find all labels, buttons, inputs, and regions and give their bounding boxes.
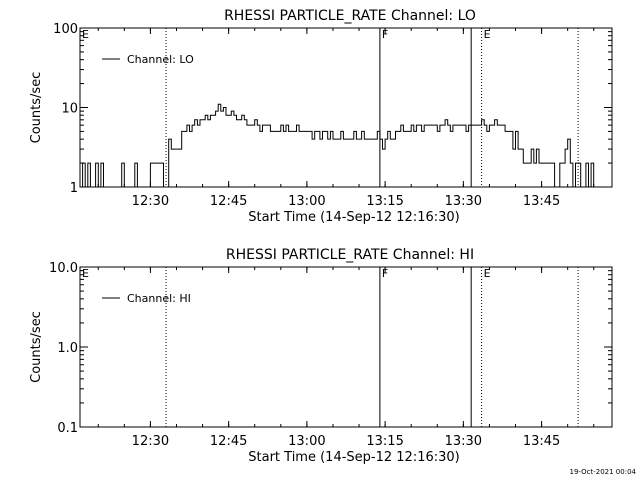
x-tick-label: 12:30 [132,434,169,449]
x-tick-label: 13:45 [523,434,560,449]
panel-lo: RHESSI PARTICLE_RATE Channel: LO 12:30 12:… [29,8,613,225]
series-line-0 [80,103,602,188]
y-tick-label: 1 [70,181,78,196]
x-tick-label: 13:15 [366,194,403,209]
axis-frame [79,266,613,428]
y-tick-label: 1.0 [57,341,78,356]
x-axis-label: Start Time (14-Sep-12 12:16:30) [248,450,459,465]
y-axis-label: Counts/sec [29,311,44,383]
chart-title: RHESSI PARTICLE_RATE Channel: LO [224,8,476,24]
x-tick-label: 12:45 [210,194,247,209]
legend-label: Channel: HI [127,292,191,305]
marker-label: E [484,28,491,41]
x-axis-label: Start Time (14-Sep-12 12:16:30) [248,210,459,225]
x-tick-label: 12:45 [210,434,247,449]
x-tick-label: 13:00 [288,194,325,209]
marker-label: F [382,267,388,280]
marker-label: F [382,28,388,41]
panel-hi: RHESSI PARTICLE_RATE Channel: HI 12:30 12:… [29,247,613,465]
x-tick-label: 13:45 [523,194,560,209]
x-tick-label: 13:00 [288,434,325,449]
x-tick-label: 13:30 [445,434,482,449]
x-tick-label: 12:30 [132,194,169,209]
y-tick-label: 10 [61,102,78,117]
marker-label: E [484,267,491,280]
y-axis-label: Counts/sec [29,72,44,144]
chart-title: RHESSI PARTICLE_RATE Channel: HI [226,247,474,263]
marker-label: E [82,267,89,280]
y-tick-label: 100 [53,22,78,37]
x-tick-label: 13:30 [445,194,482,209]
y-tick-label: 10.0 [49,261,78,276]
legend-label: Channel: LO [127,53,194,66]
x-tick-label: 13:15 [366,434,403,449]
marker-label: E [82,28,89,41]
y-tick-label: 0.1 [57,421,78,436]
footer-date: 19-Oct-2021 00:04 [570,468,637,476]
